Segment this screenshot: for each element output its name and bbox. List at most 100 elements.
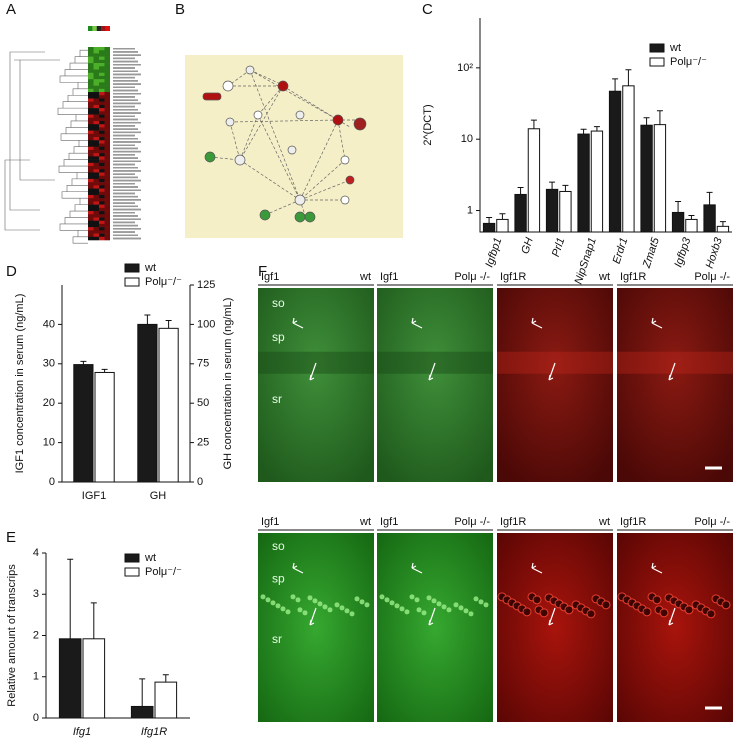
y-tick-label: 75 xyxy=(197,358,209,370)
micrograph xyxy=(617,288,733,482)
cell-layer xyxy=(258,351,374,374)
heatmap-cell xyxy=(104,127,110,131)
heatmap-cell xyxy=(93,69,99,74)
arrow xyxy=(428,607,436,626)
heatmap-cell xyxy=(93,85,99,90)
heatmap-cell xyxy=(99,140,105,144)
heatmap-cell xyxy=(104,188,110,193)
dendrogram xyxy=(4,49,88,244)
heatmap-cell xyxy=(88,79,94,83)
cell xyxy=(478,599,484,605)
label-stub xyxy=(113,224,138,227)
heatmap-cell xyxy=(99,75,105,80)
cell xyxy=(426,595,432,601)
heatmap-cell xyxy=(88,117,94,122)
heatmap-cell xyxy=(93,217,99,221)
y-tick-label: 0 xyxy=(197,476,203,488)
heatmap-cell xyxy=(88,198,94,202)
layer-label: sp xyxy=(272,330,285,344)
heatmap-cell xyxy=(104,198,110,202)
bar xyxy=(622,85,635,233)
cell xyxy=(344,608,350,614)
heatmap-cell xyxy=(104,185,110,189)
heatmap-cell xyxy=(104,172,110,176)
micrograph-marker: Igf1R xyxy=(500,516,526,528)
heatmap-cell xyxy=(93,211,99,215)
heatmap-cell xyxy=(104,95,110,99)
heatmap-cell xyxy=(104,137,110,141)
heatmap-cell xyxy=(88,223,94,228)
arrow xyxy=(531,562,543,574)
heatmap-cell xyxy=(104,169,110,173)
heatmap-cell xyxy=(104,140,110,144)
heatmap-cell xyxy=(88,214,94,218)
arrow xyxy=(309,607,317,626)
heatmap-cell xyxy=(104,175,110,180)
cell xyxy=(295,597,301,603)
heatmap-cell xyxy=(99,47,105,51)
heatmap-cell xyxy=(88,130,94,135)
heatmap-cell xyxy=(104,75,110,80)
heatmap-cell xyxy=(99,166,105,170)
label-stub xyxy=(113,173,135,175)
label-stub xyxy=(113,80,138,82)
label-stub xyxy=(113,179,141,182)
heatmap-cell xyxy=(104,201,110,205)
bar xyxy=(685,218,698,233)
colorbar-cell xyxy=(88,26,93,31)
heatmap-cell xyxy=(93,214,99,218)
heatmap-cell xyxy=(93,82,99,86)
panel-letter: C xyxy=(422,1,433,18)
arrow xyxy=(411,317,423,329)
y-tick-label: 10 xyxy=(461,133,473,145)
heatmap-cell xyxy=(88,69,94,74)
heatmap-cell xyxy=(93,201,99,205)
heatmap-cell xyxy=(99,137,105,141)
legend-label: wt xyxy=(144,552,156,564)
heatmap-cell xyxy=(93,88,99,93)
y-tick-label: 20 xyxy=(43,397,55,409)
heatmap-cell xyxy=(99,159,105,164)
micrograph-marker: Igf1 xyxy=(380,271,398,283)
heatmap-cell xyxy=(88,227,94,231)
micrograph xyxy=(377,533,493,722)
label-stub xyxy=(113,60,138,63)
heatmap-cell xyxy=(104,92,110,96)
label-stub xyxy=(113,86,135,88)
error-bar xyxy=(101,368,108,373)
bar xyxy=(640,124,653,233)
heatmap-cell xyxy=(104,194,110,199)
heatmap-cell xyxy=(93,188,99,193)
heatmap-cell xyxy=(93,166,99,170)
micrograph-marker: Igf1R xyxy=(620,271,646,283)
bar xyxy=(158,327,179,483)
label-stub xyxy=(113,96,135,98)
heatmap-cell xyxy=(99,108,105,112)
micrograph-genotype: wt xyxy=(598,271,610,283)
heatmap-cell xyxy=(104,82,110,86)
heatmap-cell xyxy=(88,114,94,119)
cell xyxy=(706,609,716,619)
error-bar xyxy=(643,117,650,126)
x-tick-label: Igfbp1 xyxy=(484,236,505,269)
heatmap-cell xyxy=(104,79,110,83)
label-stub xyxy=(113,138,138,140)
heatmap-cell xyxy=(104,104,110,109)
heatmap-cell xyxy=(93,130,99,135)
label-stub xyxy=(113,134,135,137)
heatmap-cell xyxy=(99,146,105,151)
label-stub xyxy=(113,144,135,146)
heatmap-cell xyxy=(93,185,99,189)
heatmap-cell xyxy=(99,233,105,238)
label-stub xyxy=(113,157,138,159)
heatmap-cell xyxy=(93,114,99,119)
heatmap-cell xyxy=(93,175,99,180)
cell xyxy=(586,609,596,619)
bar xyxy=(154,681,178,719)
micrograph xyxy=(258,533,374,722)
heatmap-cell xyxy=(99,130,105,135)
y-axis-label: IGF1 concentration in serum (ng/mL) xyxy=(14,294,26,474)
heatmap-cell xyxy=(99,72,105,77)
heatmap-cell xyxy=(88,217,94,221)
y-axis-label: Relative amount of transcrips xyxy=(6,564,18,707)
